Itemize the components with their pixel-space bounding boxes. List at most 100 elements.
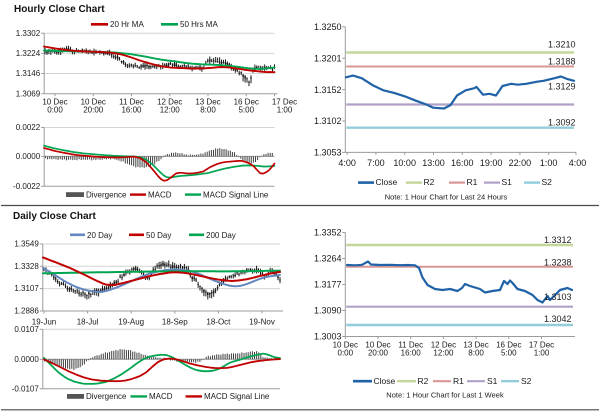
svg-text:50 Hrs MA: 50 Hrs MA: [180, 20, 218, 29]
svg-text:13:00: 13:00: [422, 158, 445, 168]
svg-text:10:00: 10:00: [393, 158, 416, 168]
svg-text:1.3129: 1.3129: [548, 82, 576, 92]
svg-text:1.3090: 1.3090: [314, 306, 342, 316]
svg-text:1.3069: 1.3069: [16, 89, 41, 98]
svg-text:11 Dec: 11 Dec: [119, 98, 144, 107]
svg-text:20 Day: 20 Day: [87, 231, 112, 240]
svg-text:R1: R1: [467, 177, 478, 187]
svg-text:1.3264: 1.3264: [314, 254, 342, 264]
svg-text:1.3003: 1.3003: [314, 332, 342, 342]
svg-text:20 Hr MA: 20 Hr MA: [110, 20, 144, 29]
svg-text:1.2886: 1.2886: [14, 307, 39, 316]
svg-text:-0.0107: -0.0107: [12, 384, 40, 393]
svg-text:S2: S2: [521, 376, 532, 386]
svg-text:1.3201: 1.3201: [314, 53, 342, 63]
svg-text:0.0000: 0.0000: [14, 355, 39, 364]
svg-text:16 Dec: 16 Dec: [496, 340, 521, 349]
svg-text:Note: 1 Hour Chart for Last 24: Note: 1 Hour Chart for Last 24 Hours: [385, 193, 508, 202]
svg-text:1.3352: 1.3352: [314, 228, 342, 238]
svg-text:10 Dec: 10 Dec: [333, 340, 358, 349]
svg-text:Divergence: Divergence: [86, 190, 127, 199]
svg-text:MACD: MACD: [148, 190, 172, 199]
svg-text:7:00: 7:00: [367, 158, 385, 168]
svg-text:S1: S1: [502, 177, 513, 187]
svg-text:4:00: 4:00: [338, 158, 356, 168]
svg-text:1.3107: 1.3107: [14, 284, 39, 293]
svg-text:Note: 1 Hour Chart for Last 1: Note: 1 Hour Chart for Last 1 Week: [386, 391, 504, 400]
svg-text:Hourly Close Chart: Hourly Close Chart: [14, 4, 105, 15]
svg-text:8:00: 8:00: [200, 106, 216, 115]
svg-text:Divergence: Divergence: [86, 392, 127, 401]
svg-text:18-Sep: 18-Sep: [162, 318, 188, 327]
svg-text:20:00: 20:00: [368, 348, 389, 357]
svg-text:1.3103: 1.3103: [544, 292, 572, 302]
svg-text:4:00: 4:00: [569, 158, 587, 168]
svg-text:16 Dec: 16 Dec: [234, 98, 259, 107]
svg-text:1.3092: 1.3092: [548, 118, 576, 128]
svg-text:13 Dec: 13 Dec: [195, 98, 220, 107]
svg-text:200 Day: 200 Day: [206, 231, 236, 240]
svg-text:12 Dec: 12 Dec: [431, 340, 456, 349]
svg-text:1.3177: 1.3177: [314, 280, 342, 290]
svg-text:R2: R2: [418, 376, 429, 386]
svg-text:10 Dec: 10 Dec: [42, 98, 67, 107]
svg-text:5:00: 5:00: [238, 106, 254, 115]
svg-text:1.3302: 1.3302: [16, 29, 41, 38]
svg-text:22:00: 22:00: [509, 158, 532, 168]
svg-text:8:00: 8:00: [468, 348, 484, 357]
svg-text:-0.0022: -0.0022: [13, 182, 41, 191]
svg-text:0.0107: 0.0107: [14, 325, 39, 334]
svg-text:20:00: 20:00: [83, 106, 104, 115]
svg-text:Daily Close Chart: Daily Close Chart: [13, 211, 96, 222]
svg-text:MACD: MACD: [149, 392, 173, 401]
svg-text:1.3042: 1.3042: [544, 314, 572, 324]
svg-text:Close: Close: [374, 376, 396, 386]
svg-text:1:00: 1:00: [534, 348, 550, 357]
svg-text:MACD Signal Line: MACD Signal Line: [204, 392, 270, 401]
svg-text:17 Dec: 17 Dec: [272, 98, 297, 107]
svg-text:19:00: 19:00: [480, 158, 503, 168]
svg-text:0:00: 0:00: [338, 348, 354, 357]
svg-text:10 Dec: 10 Dec: [365, 340, 390, 349]
svg-text:17 Dec: 17 Dec: [529, 340, 554, 349]
svg-text:5:00: 5:00: [501, 348, 517, 357]
svg-text:MACD Signal Line: MACD Signal Line: [203, 190, 269, 199]
svg-text:1.3238: 1.3238: [544, 258, 572, 268]
svg-text:1.3250: 1.3250: [314, 22, 342, 32]
svg-text:0.0022: 0.0022: [16, 123, 41, 132]
svg-text:Close: Close: [376, 177, 398, 187]
svg-text:0:00: 0:00: [47, 106, 63, 115]
svg-text:1.3188: 1.3188: [548, 57, 576, 67]
svg-text:1.3152: 1.3152: [314, 85, 342, 95]
svg-text:1.3102: 1.3102: [314, 116, 342, 126]
svg-text:18-Jul: 18-Jul: [77, 318, 99, 327]
svg-text:0.0000: 0.0000: [16, 152, 41, 161]
svg-text:10 Dec: 10 Dec: [81, 98, 106, 107]
svg-text:1.3146: 1.3146: [16, 69, 41, 78]
svg-text:19-Aug: 19-Aug: [118, 318, 144, 327]
svg-text:12 Dec: 12 Dec: [157, 98, 182, 107]
svg-text:1.3549: 1.3549: [14, 240, 39, 249]
svg-text:50 Day: 50 Day: [146, 231, 171, 240]
svg-text:1.3328: 1.3328: [14, 262, 39, 271]
svg-text:S2: S2: [542, 177, 553, 187]
svg-text:1:00: 1:00: [277, 106, 293, 115]
svg-text:12:00: 12:00: [433, 348, 454, 357]
svg-text:16:00: 16:00: [451, 158, 474, 168]
svg-text:13 Dec: 13 Dec: [463, 340, 488, 349]
svg-text:1.3224: 1.3224: [16, 49, 41, 58]
svg-text:R2: R2: [424, 177, 435, 187]
svg-text:18-Oct: 18-Oct: [206, 318, 231, 327]
svg-text:19-Nov: 19-Nov: [249, 318, 275, 327]
svg-text:1:00: 1:00: [540, 158, 558, 168]
svg-text:19-Jun: 19-Jun: [32, 318, 56, 327]
svg-text:16:00: 16:00: [121, 106, 142, 115]
svg-text:11 Dec: 11 Dec: [398, 340, 423, 349]
svg-text:R1: R1: [453, 376, 464, 386]
svg-text:1.3312: 1.3312: [544, 235, 572, 245]
svg-text:16:00: 16:00: [401, 348, 422, 357]
svg-text:1.3210: 1.3210: [548, 40, 576, 50]
svg-text:S1: S1: [487, 376, 498, 386]
svg-text:12:00: 12:00: [160, 106, 181, 115]
svg-text:1.3053: 1.3053: [314, 148, 342, 158]
